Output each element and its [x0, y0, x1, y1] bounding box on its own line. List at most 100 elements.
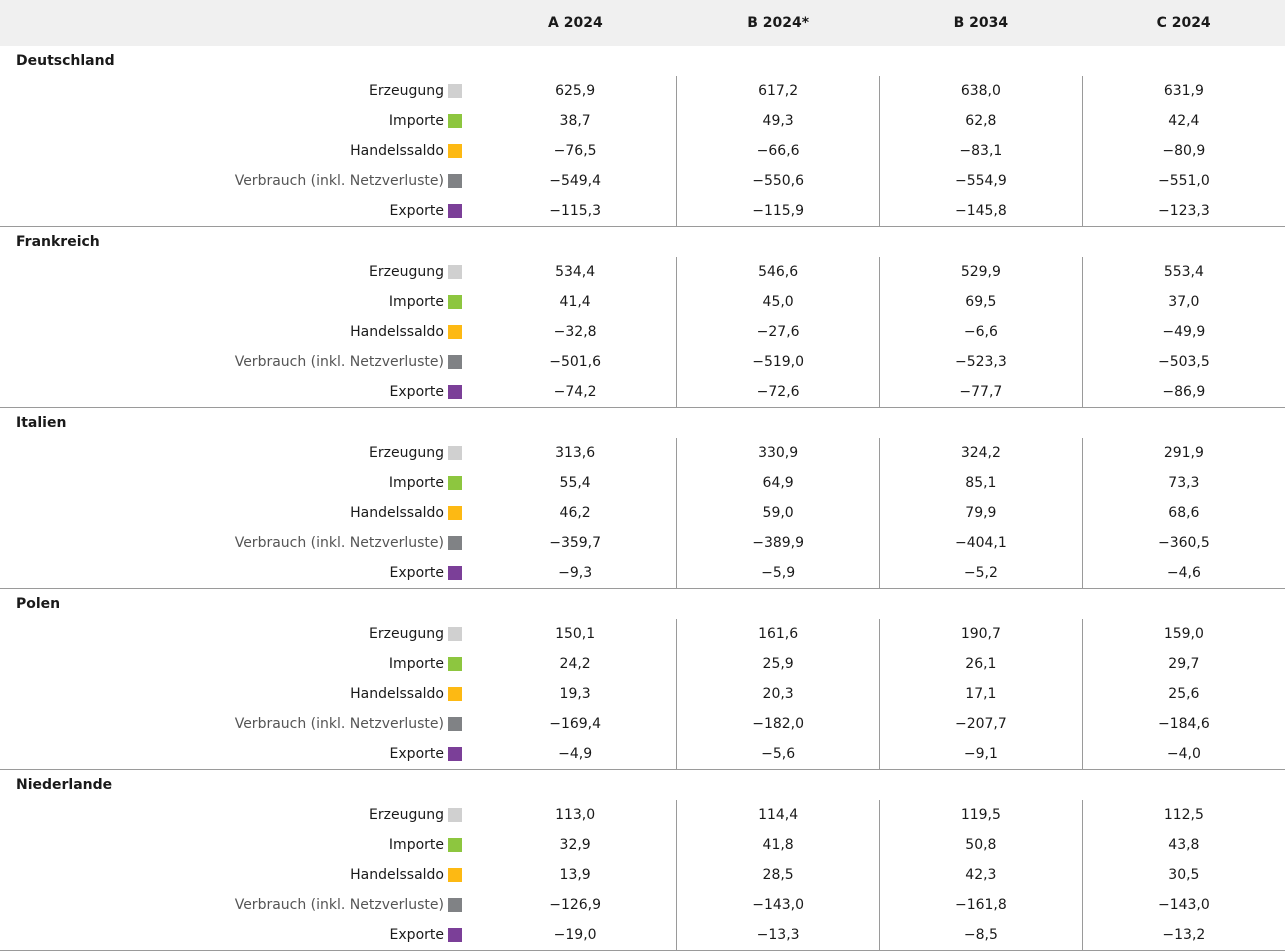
value-cell: 43,8	[1081, 830, 1285, 860]
row-label: Erzeugung	[369, 445, 444, 461]
color-swatch	[448, 325, 462, 339]
value-cell: −83,1	[879, 136, 1083, 166]
color-swatch	[448, 446, 462, 460]
value-cell: 28,5	[676, 860, 880, 890]
value-cell: 69,5	[879, 287, 1083, 317]
row-label: Erzeugung	[369, 807, 444, 823]
value-cell: 62,8	[879, 106, 1083, 136]
value-cell: −77,7	[879, 377, 1083, 408]
value-cell: 291,9	[1081, 438, 1285, 468]
value-cell: 50,8	[879, 830, 1083, 860]
value-cell: −359,7	[549, 535, 602, 551]
section-row: Italien	[0, 408, 1285, 439]
row-label: Handelssaldo	[350, 505, 444, 521]
value-cell: 73,3	[1081, 468, 1285, 498]
value-cell: −4,6	[1081, 558, 1285, 589]
column-header: B 2034	[879, 0, 1083, 46]
value-cell: −519,0	[676, 347, 880, 377]
value-cell: −551,0	[1081, 166, 1285, 196]
row-label: Erzeugung	[369, 83, 444, 99]
value-cell: 29,7	[1081, 649, 1285, 679]
row-label: Verbrauch (inkl. Netzverluste)	[234, 716, 444, 732]
data-row: Importe 24,2 25,9 26,1 29,7	[0, 649, 1285, 679]
color-swatch	[448, 838, 462, 852]
row-label-cell: Handelssaldo	[0, 136, 474, 166]
value-cell: 46,2	[559, 505, 591, 521]
data-row: Verbrauch (inkl. Netzverluste) −501,6 −519…	[0, 347, 1285, 377]
value-cell: 45,0	[676, 287, 880, 317]
value-cell: −554,9	[879, 166, 1083, 196]
row-label-cell: Erzeugung	[0, 619, 474, 649]
value-cell: 30,5	[1081, 860, 1285, 890]
value-cell: 631,9	[1081, 76, 1285, 106]
color-swatch	[448, 385, 462, 399]
column-header: A 2024	[474, 0, 677, 46]
value-cell: 534,4	[555, 264, 596, 280]
color-swatch	[448, 114, 462, 128]
value-cell: −182,0	[676, 709, 880, 739]
data-row: Importe 55,4 64,9 85,1 73,3	[0, 468, 1285, 498]
data-row: Erzeugung 625,9 617,2 638,0 631,9	[0, 76, 1285, 106]
value-cell: −86,9	[1081, 377, 1285, 408]
row-label-cell: Verbrauch (inkl. Netzverluste)	[0, 890, 474, 920]
row-label: Exporte	[389, 746, 444, 762]
value-cell: −123,3	[1081, 196, 1285, 227]
row-label-cell: Verbrauch (inkl. Netzverluste)	[0, 709, 474, 739]
data-row: Handelssaldo 13,9 28,5 42,3 30,5	[0, 860, 1285, 890]
row-label: Exporte	[389, 927, 444, 943]
value-cell: −184,6	[1081, 709, 1285, 739]
row-label: Erzeugung	[369, 264, 444, 280]
section-title: Deutschland	[16, 53, 115, 69]
value-cell: −126,9	[549, 897, 602, 913]
corner	[0, 0, 474, 46]
row-label-cell: Importe	[0, 287, 474, 317]
color-swatch	[448, 687, 462, 701]
data-row: Exporte −4,9 −5,6 −9,1 −4,0	[0, 739, 1285, 770]
section-filler	[474, 770, 1285, 801]
value-cell: 49,3	[676, 106, 880, 136]
row-label: Erzeugung	[369, 626, 444, 642]
value-cell: 59,0	[676, 498, 880, 528]
value-cell: 41,8	[676, 830, 880, 860]
color-swatch	[448, 476, 462, 490]
section-filler	[474, 46, 1285, 76]
row-label-cell: Importe	[0, 106, 474, 136]
row-label: Exporte	[389, 384, 444, 400]
row-label: Importe	[388, 294, 444, 310]
section-filler	[474, 589, 1285, 620]
value-cell: −404,1	[879, 528, 1083, 558]
value-cell: −523,3	[879, 347, 1083, 377]
row-label: Verbrauch (inkl. Netzverluste)	[234, 897, 444, 913]
section-title: Niederlande	[16, 777, 113, 793]
row-label: Handelssaldo	[350, 686, 444, 702]
value-cell: 85,1	[879, 468, 1083, 498]
value-cell: −143,0	[1081, 890, 1285, 920]
section-row: Niederlande	[0, 770, 1285, 801]
value-cell: 330,9	[676, 438, 880, 468]
header-row: A 2024 B 2024* B 2034 C 2024	[0, 0, 1285, 46]
value-cell: −66,6	[676, 136, 880, 166]
row-label-cell: Verbrauch (inkl. Netzverluste)	[0, 166, 474, 196]
row-label-cell: Erzeugung	[0, 800, 474, 830]
value-cell: −80,9	[1081, 136, 1285, 166]
value-cell: −9,1	[879, 739, 1083, 770]
value-cell: −389,9	[676, 528, 880, 558]
row-label-cell: Importe	[0, 649, 474, 679]
row-label-cell: Importe	[0, 830, 474, 860]
row-label: Verbrauch (inkl. Netzverluste)	[234, 173, 444, 189]
data-row: Handelssaldo −32,8 −27,6 −6,6 −49,9	[0, 317, 1285, 347]
value-cell: 55,4	[559, 475, 591, 491]
color-swatch	[448, 657, 462, 671]
data-row: Erzeugung 150,1 161,6 190,7 159,0	[0, 619, 1285, 649]
value-cell: 17,1	[879, 679, 1083, 709]
data-row: Erzeugung 534,4 546,6 529,9 553,4	[0, 257, 1285, 287]
value-cell: −4,0	[1081, 739, 1285, 770]
value-cell: −143,0	[676, 890, 880, 920]
color-swatch	[448, 928, 462, 942]
value-cell: −360,5	[1081, 528, 1285, 558]
section-row: Polen	[0, 589, 1285, 620]
data-row: Verbrauch (inkl. Netzverluste) −549,4 −550…	[0, 166, 1285, 196]
data-row: Verbrauch (inkl. Netzverluste) −126,9 −143…	[0, 890, 1285, 920]
value-cell: 159,0	[1081, 619, 1285, 649]
value-cell: 112,5	[1081, 800, 1285, 830]
